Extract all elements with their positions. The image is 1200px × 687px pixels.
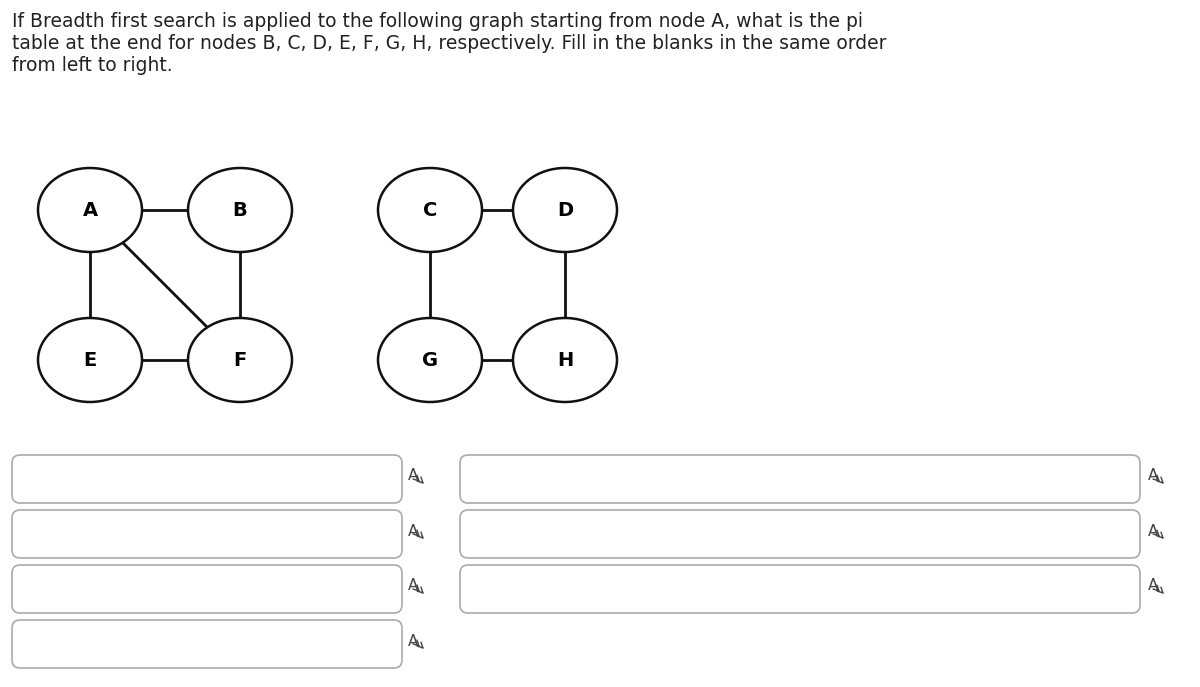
FancyBboxPatch shape	[12, 510, 402, 558]
FancyBboxPatch shape	[12, 455, 402, 503]
Text: table at the end for nodes B, C, D, E, F, G, H, respectively. Fill in the blanks: table at the end for nodes B, C, D, E, F…	[12, 34, 887, 53]
Text: A: A	[408, 523, 419, 539]
Ellipse shape	[378, 168, 482, 252]
Text: A: A	[408, 578, 419, 594]
FancyBboxPatch shape	[12, 565, 402, 613]
Ellipse shape	[188, 168, 292, 252]
Ellipse shape	[38, 168, 142, 252]
Text: G: G	[422, 350, 438, 370]
Ellipse shape	[514, 318, 617, 402]
Text: A: A	[1148, 469, 1158, 484]
FancyBboxPatch shape	[12, 620, 402, 668]
Text: A: A	[408, 469, 419, 484]
Text: F: F	[233, 350, 247, 370]
Text: from left to right.: from left to right.	[12, 56, 173, 75]
FancyBboxPatch shape	[460, 510, 1140, 558]
Ellipse shape	[38, 318, 142, 402]
Text: D: D	[557, 201, 574, 220]
Text: A: A	[408, 633, 419, 649]
Text: E: E	[83, 350, 97, 370]
Text: C: C	[422, 201, 437, 220]
Text: H: H	[557, 350, 574, 370]
FancyBboxPatch shape	[460, 565, 1140, 613]
Ellipse shape	[378, 318, 482, 402]
Text: A: A	[83, 201, 97, 220]
Text: If Breadth first search is applied to the following graph starting from node A, : If Breadth first search is applied to th…	[12, 12, 863, 31]
Ellipse shape	[514, 168, 617, 252]
Ellipse shape	[188, 318, 292, 402]
Text: A: A	[1148, 523, 1158, 539]
Text: A: A	[1148, 578, 1158, 594]
FancyBboxPatch shape	[460, 455, 1140, 503]
Text: B: B	[233, 201, 247, 220]
